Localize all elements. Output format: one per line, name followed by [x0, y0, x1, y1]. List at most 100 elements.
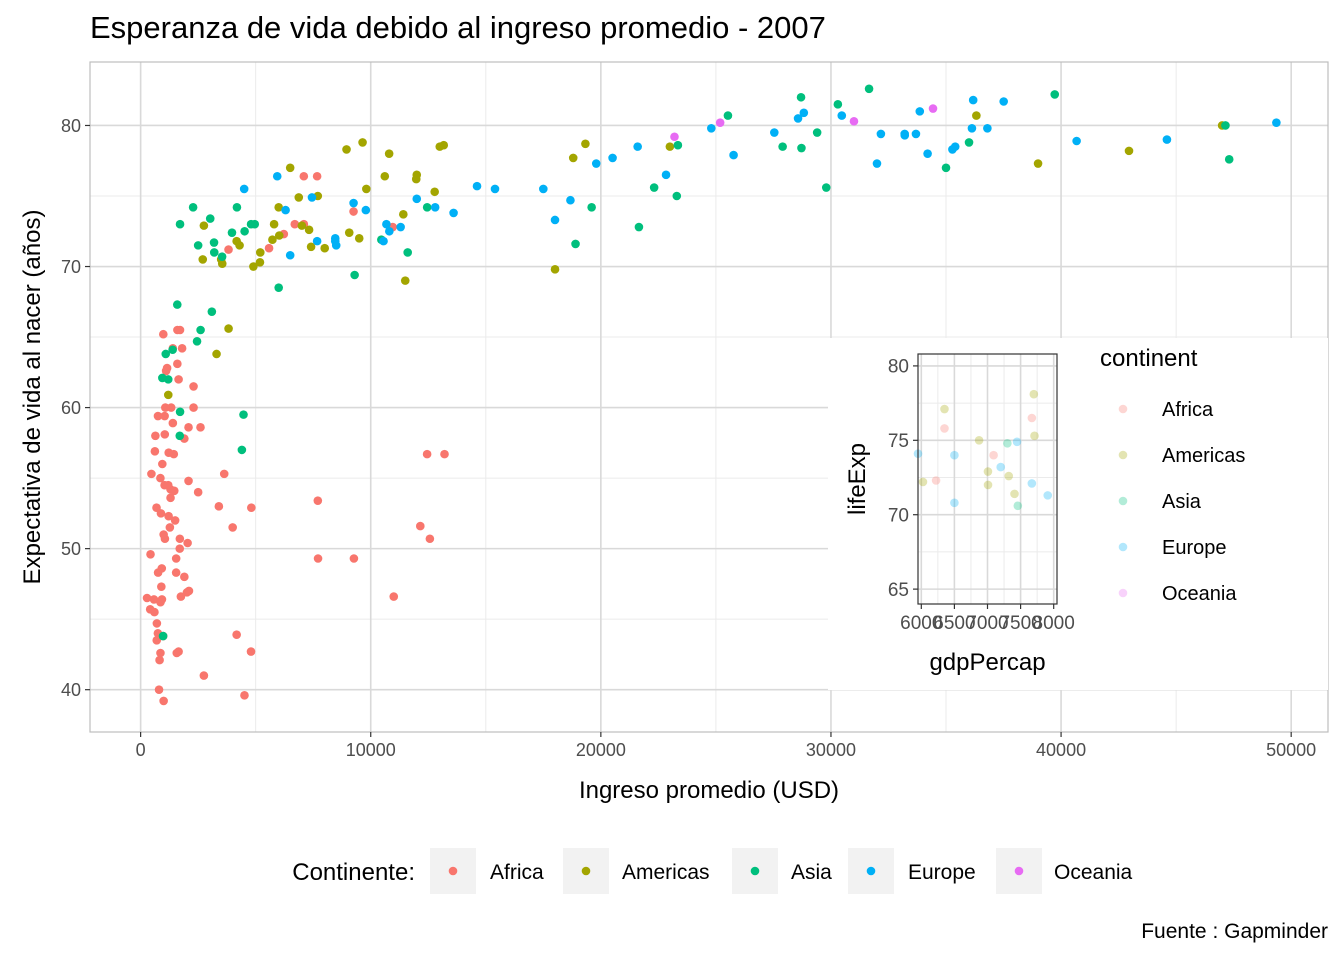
main-point-americas — [304, 225, 314, 235]
inset-point-americas — [983, 467, 993, 476]
main-point-africa — [440, 449, 449, 459]
main-point-europe — [799, 108, 809, 118]
main-point-europe — [382, 219, 391, 229]
main-point-europe — [490, 184, 500, 194]
main-point-americas — [249, 262, 258, 271]
main-point-asia — [812, 128, 822, 137]
main-point-asia — [232, 202, 242, 212]
main-point-africa — [156, 648, 165, 658]
main-point-americas — [430, 187, 439, 197]
main-point-americas — [581, 139, 590, 149]
inset-point-americas — [1029, 389, 1039, 399]
main-point-africa — [160, 411, 169, 421]
main-point-africa — [196, 423, 205, 432]
main-x-tick-label: 0 — [136, 740, 146, 760]
inset-y-axis-title: lifeExp — [844, 443, 871, 515]
main-point-europe — [430, 202, 440, 212]
main-point-europe — [349, 198, 358, 208]
main-point-asia — [163, 375, 173, 384]
main-point-europe — [915, 107, 925, 116]
main-point-africa — [247, 503, 256, 513]
main-point-americas — [198, 255, 208, 264]
inset-y-tick-label: 65 — [888, 580, 909, 601]
inset-y-tick-label: 70 — [888, 506, 909, 527]
inset-point-europe — [1043, 491, 1053, 500]
main-point-asia — [193, 241, 203, 250]
inset-legend-key-oceania — [1118, 588, 1128, 598]
main-point-americas — [342, 145, 351, 154]
legend-label-europe: Europe — [908, 861, 976, 884]
main-point-europe — [449, 208, 458, 218]
main-point-americas — [294, 193, 304, 202]
main-point-asia — [172, 300, 182, 309]
inset-point-asia — [1013, 501, 1023, 511]
main-point-asia — [274, 283, 283, 292]
main-point-africa — [150, 447, 160, 456]
main-point-africa — [313, 554, 323, 563]
main-point-europe — [539, 184, 548, 194]
inset-x-tick-label: 7000 — [966, 613, 1008, 634]
main-point-americas — [274, 202, 283, 212]
main-point-africa — [171, 568, 181, 577]
main-point-europe — [385, 226, 394, 236]
main-point-americas — [297, 221, 307, 230]
inset-x-axis-title: gdpPercap — [929, 649, 1045, 676]
main-point-europe — [661, 170, 671, 180]
legend-title: Continente: — [292, 859, 415, 886]
legend-label-oceania: Oceania — [1054, 861, 1133, 884]
main-x-axis-title: Ingreso promedio (USD) — [579, 777, 839, 804]
inset-point-europe — [1012, 437, 1022, 447]
main-point-asia — [205, 214, 215, 223]
main-point-africa — [176, 592, 186, 601]
main-point-africa — [157, 564, 167, 573]
inset-y-tick-label: 80 — [888, 357, 909, 378]
main-point-europe — [1272, 118, 1281, 127]
main-point-asia — [821, 183, 831, 192]
main-point-asia — [240, 226, 249, 236]
legend-label-americas: Americas — [622, 861, 710, 884]
main-point-asia — [634, 222, 644, 232]
main-point-americas — [354, 234, 364, 243]
main-point-asia — [175, 407, 185, 417]
legend-key-oceania — [1014, 866, 1024, 876]
main-point-africa — [175, 325, 185, 335]
source-caption: Fuente : Gapminder — [1141, 920, 1328, 943]
main-point-asia — [1221, 121, 1230, 130]
inset-legend-title: continent — [1100, 345, 1198, 372]
inset-point-americas — [1030, 431, 1039, 441]
main-point-oceania — [715, 118, 725, 127]
legend-label-africa: Africa — [490, 861, 544, 884]
chart-title: Esperanza de vida debido al ingreso prom… — [90, 10, 826, 45]
main-point-africa — [152, 636, 162, 645]
main-point-africa — [425, 534, 435, 544]
main-point-asia — [161, 349, 171, 359]
main-point-africa — [158, 459, 167, 469]
main-point-africa — [180, 572, 189, 582]
main-point-americas — [380, 171, 390, 181]
main-point-africa — [416, 521, 425, 531]
main-point-oceania — [928, 104, 938, 113]
main-point-americas — [665, 142, 675, 151]
main-point-asia — [673, 140, 683, 150]
main-point-africa — [162, 363, 172, 373]
main-point-americas — [435, 142, 445, 151]
main-point-asia — [796, 92, 806, 102]
main-point-asia — [237, 445, 247, 455]
main-point-africa — [166, 485, 175, 494]
main-point-africa — [175, 534, 185, 544]
main-point-asia — [192, 336, 202, 346]
main-point-europe — [396, 222, 405, 232]
main-point-europe — [566, 195, 575, 205]
main-point-africa — [177, 344, 187, 353]
main-point-africa — [290, 219, 300, 229]
main-point-europe — [911, 129, 921, 139]
inset-legend-label-europe: Europe — [1162, 537, 1227, 559]
main-point-africa — [154, 685, 164, 694]
main-point-americas — [163, 390, 173, 400]
main-y-tick-label: 40 — [61, 680, 81, 700]
main-point-americas — [412, 170, 422, 180]
main-point-africa — [184, 476, 193, 486]
main-point-europe — [379, 236, 388, 246]
main-point-africa — [170, 516, 180, 525]
main-point-asia — [350, 270, 359, 280]
